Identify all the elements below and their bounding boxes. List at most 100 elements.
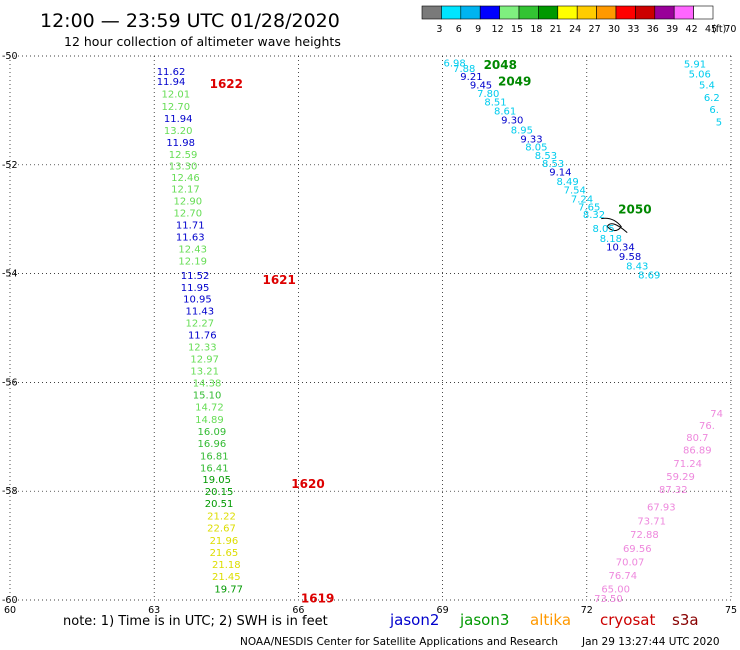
swh-value: 65.00	[601, 585, 630, 596]
swh-value: 9.58	[619, 252, 641, 263]
y-tick-label: -56	[2, 377, 18, 388]
satellite-s3a: s3a	[672, 611, 699, 629]
swh-value: 11.94	[157, 77, 186, 88]
page-title: 12:00 — 23:59 UTC 01/28/2020	[40, 10, 340, 32]
scale-label: 36	[647, 24, 659, 35]
y-tick-label: -54	[2, 269, 18, 280]
y-tick-label: -58	[2, 486, 18, 497]
swh-value: 11.62	[157, 67, 186, 78]
swh-value: 7.24	[571, 195, 593, 206]
swh-value: 9.45	[470, 80, 492, 91]
scale-label: 21	[550, 24, 562, 35]
x-tick-label: 66	[292, 605, 304, 616]
axis-ticks: 60 63 66 69 72 75 -50 -52 -54 -56 -58 -60	[2, 51, 737, 616]
scale-swatch	[421, 5, 442, 20]
swh-value: 12.59	[169, 150, 198, 161]
swh-value: 12.70	[174, 209, 203, 220]
swh-value: 9.21	[460, 72, 482, 83]
swh-value: 12.17	[171, 185, 200, 196]
swh-value: 6.	[709, 105, 719, 116]
scale-label: 12	[492, 24, 504, 35]
swh-value: 6.2	[704, 93, 720, 104]
swh-value: 73.50	[594, 594, 623, 605]
scale-label: 27	[589, 24, 601, 35]
swh-value: 12.46	[171, 173, 200, 184]
swh-value: 16.81	[200, 451, 229, 462]
swh-value: 8.51	[484, 98, 506, 109]
swh-value: 80.7	[686, 433, 708, 444]
scale-label: 45	[705, 24, 717, 35]
pass-label: 1620	[291, 477, 324, 491]
swh-value: 5.06	[689, 69, 711, 80]
swh-value: 5.4	[699, 80, 715, 91]
pass-labels: 1622 1621 1620 1619 2048 2049 2050	[210, 58, 652, 605]
swh-value: 6.98	[443, 59, 465, 70]
swh-value: 7.65	[578, 203, 600, 214]
swh-value: 8.43	[626, 261, 648, 272]
swh-value: 86.89	[683, 445, 712, 456]
scale-label: 15	[511, 24, 523, 35]
swh-value: 21.22	[207, 512, 236, 523]
satellite-jason2: jason2	[389, 611, 439, 629]
swh-value: 8.53	[542, 159, 564, 170]
swh-value: 8.61	[494, 106, 516, 117]
swh-value: 8.05	[592, 224, 614, 235]
swh-value: 87.32	[659, 485, 688, 496]
swh-value: 11.95	[181, 283, 210, 294]
scale-swatch	[596, 5, 617, 20]
swh-value: 12.27	[186, 319, 215, 330]
swh-value: 8.69	[638, 271, 660, 282]
data-points: 11.6211.9412.0112.7011.9413.2011.9812.59…	[157, 59, 723, 605]
swh-value: 9.30	[501, 116, 523, 127]
pass-label: 2050	[618, 202, 651, 216]
swh-value: 5.91	[684, 60, 706, 71]
swh-value: 11.43	[186, 307, 215, 318]
footer-credit: NOAA/NESDIS Center for Satellite Applica…	[240, 636, 558, 648]
x-tick-label: 60	[4, 605, 16, 616]
satellite-cryosat: cryosat	[600, 611, 655, 629]
swh-value: 16.41	[200, 463, 229, 474]
swh-value: 12.90	[174, 197, 203, 208]
swh-value: 12.43	[178, 245, 207, 256]
pass-label: 2049	[498, 74, 531, 88]
scale-label: 9	[475, 24, 481, 35]
track-marker	[601, 217, 628, 234]
footer-timestamp: Jan 29 13:27:44 UTC 2020	[581, 636, 720, 648]
swh-value: 20.51	[205, 499, 234, 510]
swh-value: 10.95	[183, 295, 212, 306]
x-tick-label: 72	[581, 605, 593, 616]
swh-value: 16.09	[198, 427, 227, 438]
scale-swatch	[460, 5, 481, 20]
satellite-altika: altika	[530, 611, 571, 629]
swh-value: 7.80	[477, 89, 499, 100]
swh-value: 11.94	[164, 114, 193, 125]
page-subtitle: 12 hour collection of altimeter wave hei…	[64, 34, 341, 49]
swh-value: 14.89	[195, 415, 224, 426]
swh-value: 74	[710, 409, 723, 420]
scale-label: 3	[436, 24, 442, 35]
note-text: note: 1) Time is in UTC; 2) SWH is in fe…	[63, 614, 328, 629]
track-line	[601, 217, 628, 234]
y-tick-label: -60	[2, 595, 18, 606]
swh-value: 21.65	[210, 548, 239, 559]
swh-value: 11.98	[166, 138, 195, 149]
swh-value: 70.07	[616, 557, 645, 568]
scale-swatch	[441, 5, 462, 20]
swh-value: 71.24	[673, 459, 702, 470]
x-tick-label: 63	[148, 605, 160, 616]
swh-value: 8.53	[535, 151, 557, 162]
scale-swatch	[576, 5, 597, 20]
swh-value: 67.93	[647, 502, 676, 513]
scale-label: 6	[456, 24, 462, 35]
swh-value: 21.96	[210, 536, 239, 547]
swh-value: 7.54	[564, 185, 586, 196]
swh-value: 76.	[699, 421, 715, 432]
swh-value: 12.70	[162, 102, 191, 113]
y-tick-label: -50	[2, 51, 18, 62]
pass-label: 2048	[484, 58, 517, 72]
swh-value: 22.67	[207, 524, 236, 535]
pass-label: 1619	[301, 591, 334, 605]
swh-value: 72.88	[630, 530, 659, 541]
scale-swatch	[518, 5, 539, 20]
